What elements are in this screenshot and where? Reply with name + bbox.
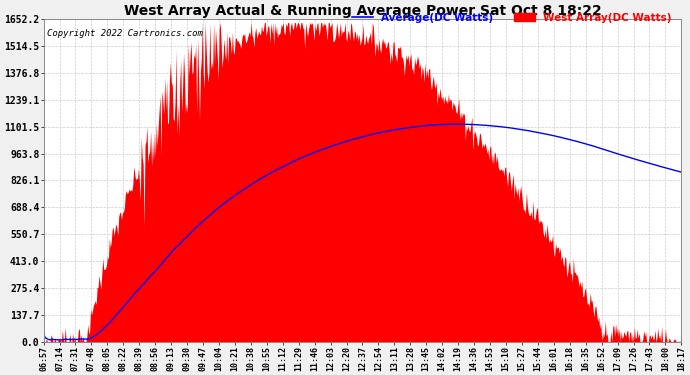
- Title: West Array Actual & Running Average Power Sat Oct 8 18:22: West Array Actual & Running Average Powe…: [124, 4, 601, 18]
- Legend: Average(DC Watts), West Array(DC Watts): Average(DC Watts), West Array(DC Watts): [348, 8, 676, 27]
- Text: Copyright 2022 Cartronics.com: Copyright 2022 Cartronics.com: [47, 29, 203, 38]
